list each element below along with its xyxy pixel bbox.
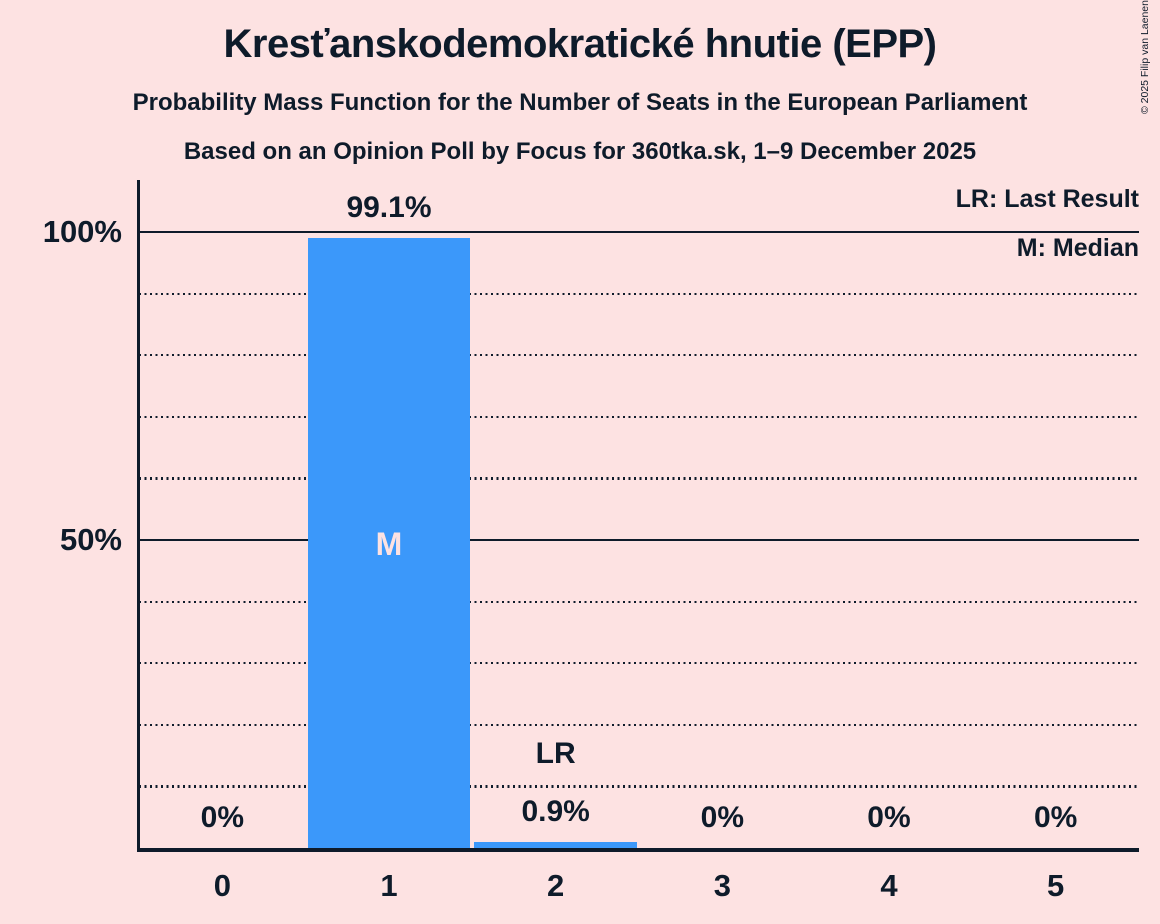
bar-value-label-0: 0%	[200, 801, 244, 834]
median-marker: M	[375, 525, 403, 562]
bar-value-label-2: 0.9%	[521, 795, 590, 829]
x-axis-label-5: 5	[1047, 868, 1065, 903]
x-axis-line	[137, 848, 1139, 852]
gridline-dotted-30pct	[139, 662, 1139, 665]
bar-value-label-3: 0%	[700, 801, 744, 834]
gridline-dotted-80pct	[139, 354, 1139, 357]
last-result-marker: LR	[535, 737, 576, 771]
bar-seats-1	[307, 237, 471, 848]
gridline-dotted-100pct	[139, 231, 1139, 234]
gridline-dotted-60pct	[139, 477, 1139, 480]
gridline-dotted-40pct	[139, 600, 1139, 603]
legend-last-result: LR: Last Result	[955, 185, 1139, 213]
legend-median: M: Median	[1016, 234, 1139, 262]
gridline-dotted-70pct	[139, 415, 1139, 418]
gridline-dotted-20pct	[139, 723, 1139, 726]
bar-value-label-1: 99.1%	[346, 190, 432, 224]
x-axis-label-0: 0	[213, 868, 231, 903]
plot-area: 0% 99.1% 0.9% 0% 0% 0% M LR	[139, 180, 1139, 848]
bar-value-label-5: 0%	[1033, 801, 1078, 834]
copyright-notice: © 2025 Filip van Laenen	[1139, 0, 1151, 114]
chart-source-line: Based on an Opinion Poll by Focus for 36…	[183, 138, 977, 165]
x-axis-label-1: 1	[380, 868, 398, 903]
x-axis-label-4: 4	[880, 868, 898, 903]
chart-title: Kresťanskodemokratické hnutie (EPP)	[223, 22, 937, 66]
bar-seats-2	[474, 842, 637, 848]
gridline-dotted-50pct	[139, 539, 1139, 542]
x-axis-label-2: 2	[547, 868, 565, 903]
y-axis-label-100: 100%	[42, 214, 122, 249]
gridline-dotted-90pct	[139, 292, 1139, 295]
chart-subtitle: Probability Mass Function for the Number…	[132, 89, 1028, 116]
bar-value-label-4: 0%	[867, 801, 911, 834]
y-axis-label-50: 50%	[59, 522, 122, 557]
y-axis-line	[137, 180, 140, 851]
x-axis-label-3: 3	[713, 868, 731, 903]
gridline-dotted-10pct	[139, 785, 1139, 788]
